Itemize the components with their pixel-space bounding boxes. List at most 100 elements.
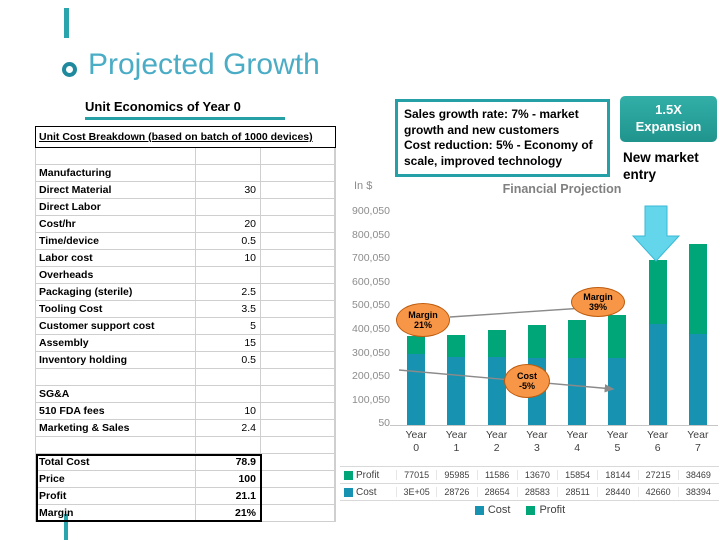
data-table-value: 38394 xyxy=(677,487,718,497)
accent-bar-bottom xyxy=(64,514,68,540)
table-total-row: Total Cost 78.9 xyxy=(36,454,335,471)
legend-label: Cost xyxy=(487,504,511,516)
bubble-text: 39% xyxy=(588,302,607,312)
table-cell-empty xyxy=(261,454,335,471)
profit-swatch-icon xyxy=(344,470,353,480)
table-cell-label: Assembly xyxy=(36,335,196,352)
table-cell-value: 21% xyxy=(196,505,261,522)
stacked-bar xyxy=(447,334,466,425)
stacked-bar xyxy=(568,320,587,425)
y-axis-tick: 500,050 xyxy=(352,299,390,312)
data-table-value: 13670 xyxy=(516,470,557,480)
table-cell-value xyxy=(196,165,261,182)
data-table-value: 18144 xyxy=(597,470,637,480)
y-axis-tick: 900,050 xyxy=(352,205,390,217)
bar-segment-cost xyxy=(447,357,466,425)
table-body: Manufacturing Direct Material 30 Direct Lab… xyxy=(35,148,336,454)
table-row: Customer support cost 5 xyxy=(36,318,335,335)
table-cell-empty xyxy=(261,165,335,182)
table-cell-value xyxy=(196,199,261,216)
y-axis-tick: 300,050 xyxy=(352,346,390,359)
table-cell-value: 2.5 xyxy=(196,284,261,301)
table-cell-value xyxy=(196,267,261,284)
bar-group xyxy=(678,243,718,425)
bar-segment-profit xyxy=(608,315,627,358)
x-axis-label: Year 5 xyxy=(597,429,637,455)
table-cell-label: Inventory holding xyxy=(36,352,196,369)
x-label-line: 1 xyxy=(453,442,460,454)
margin-start-bubble: Margin 21% xyxy=(396,303,450,337)
y-axis-tick: 100,050 xyxy=(352,393,390,406)
table-cell-empty xyxy=(261,318,335,335)
table-row xyxy=(36,369,335,386)
table-cell-label: SG&A xyxy=(36,386,196,403)
cost-reduction-bubble: Cost -5% xyxy=(504,364,550,398)
callout-line-1: Sales growth rate: 7% - market growth an… xyxy=(404,107,579,137)
table-cell-value: 21.1 xyxy=(196,488,261,505)
table-row: Packaging (sterile) 2.5 xyxy=(36,284,335,301)
new-market-label: New market entry xyxy=(623,150,699,182)
table-cell-label: Profit xyxy=(36,488,196,505)
data-table-value: 28440 xyxy=(597,487,637,497)
data-table-value: 95985 xyxy=(436,470,476,480)
legend-label: Profit xyxy=(539,504,566,516)
table-row: Direct Labor xyxy=(36,199,335,216)
cost-swatch-icon xyxy=(344,487,353,497)
bar-segment-profit xyxy=(447,334,466,358)
table-cell-label: Customer support cost xyxy=(36,318,196,335)
badge-line-1: 1.5X xyxy=(655,102,682,118)
bar-segment-profit xyxy=(527,325,546,358)
table-cell-value: 3.5 xyxy=(196,301,261,318)
table-cell-empty xyxy=(261,369,335,386)
table-row: Labor cost 10 xyxy=(36,250,335,267)
table-total-row: Margin 21% xyxy=(36,505,335,522)
bubble-text: Cost xyxy=(517,370,537,381)
table-totals: Total Cost 78.9 Price 100 Profit 21.1 Margin 21… xyxy=(35,454,336,522)
table-row: Tooling Cost 3.5 xyxy=(36,301,335,318)
data-table-row-profit: Profit 77015 95985 11586 13670 15854 18144 2721… xyxy=(340,466,719,483)
bubble-text: Margin xyxy=(408,309,438,320)
data-table-value: 77015 xyxy=(396,470,436,480)
table-cell-value: 2.4 xyxy=(196,420,261,437)
bar-segment-cost xyxy=(608,357,627,425)
table-cell-empty xyxy=(261,403,335,420)
data-table-value: 3E+05 xyxy=(396,487,436,497)
data-table-value: 38469 xyxy=(677,470,718,480)
table-cell-empty xyxy=(261,216,335,233)
bar-segment-cost xyxy=(568,357,587,425)
growth-callout-box: Sales growth rate: 7% - market growth an… xyxy=(395,99,610,178)
series-name: Profit xyxy=(356,469,380,481)
table-row: Time/device 0.5 xyxy=(36,233,335,250)
table-cell-value: 15 xyxy=(196,335,261,352)
x-axis-label: Year 4 xyxy=(557,429,597,455)
table-cell-label: Price xyxy=(36,471,196,488)
title-bullet-icon xyxy=(62,62,77,77)
heading-underline xyxy=(85,117,285,120)
table-cell-label: Overheads xyxy=(36,267,196,284)
table-cell-label: Direct Labor xyxy=(36,199,196,216)
expansion-badge: 1.5X Expansion xyxy=(620,96,717,142)
x-label-line: 7 xyxy=(694,442,701,454)
bar-segment-profit xyxy=(568,320,587,358)
bar-segment-profit xyxy=(648,260,667,325)
table-cell-label: Direct Material xyxy=(36,182,196,199)
page-title: Projected Growth xyxy=(88,48,320,81)
table-cell-value xyxy=(196,437,261,454)
legend-item-profit: Profit xyxy=(526,504,565,516)
table-cell-empty xyxy=(261,488,335,505)
table-cell-empty xyxy=(261,250,335,267)
table-cell-value: 10 xyxy=(196,403,261,420)
table-cell-empty xyxy=(261,148,335,165)
x-axis-label: Year 2 xyxy=(477,429,517,455)
stacked-bar xyxy=(608,315,627,425)
bar-segment-profit xyxy=(487,330,506,358)
table-cell-label: Manufacturing xyxy=(36,165,196,182)
x-label-line: 3 xyxy=(533,442,540,454)
table-cell-label: Total Cost xyxy=(36,454,196,471)
data-table-value: 28583 xyxy=(516,487,557,497)
y-axis-tick: 800,050 xyxy=(352,228,390,241)
table-header: Unit Cost Breakdown (based on batch of 1… xyxy=(35,126,336,148)
stacked-bar xyxy=(487,330,506,425)
x-label-line: Year xyxy=(405,429,427,441)
stacked-bar xyxy=(648,260,667,425)
